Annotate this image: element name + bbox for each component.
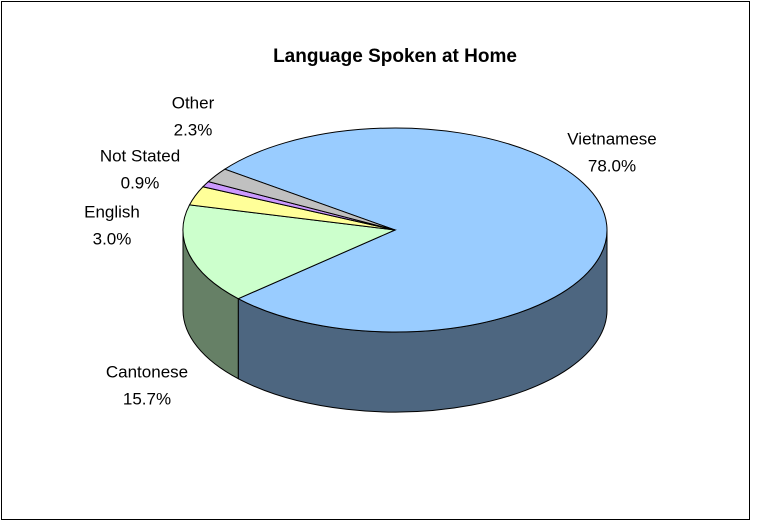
- slice-value-label: 0.9%: [121, 173, 160, 192]
- pie-top: [182, 127, 608, 333]
- slice-label: Cantonese: [106, 362, 188, 381]
- chart-title: Language Spoken at Home: [273, 46, 517, 67]
- pie-slice: [182, 204, 397, 300]
- pie-slice: [207, 168, 396, 231]
- slice-value-label: 3.0%: [93, 229, 132, 248]
- slice-label: English: [84, 202, 140, 221]
- slice-label: Vietnamese: [567, 129, 656, 148]
- slice-label: Not Stated: [100, 146, 180, 165]
- pie-slice: [223, 127, 608, 333]
- slice-label: Other: [172, 93, 215, 112]
- slice-value-label: 78.0%: [588, 156, 636, 175]
- slice-value-label: 2.3%: [174, 120, 213, 139]
- slice-value-label: 15.7%: [123, 389, 171, 408]
